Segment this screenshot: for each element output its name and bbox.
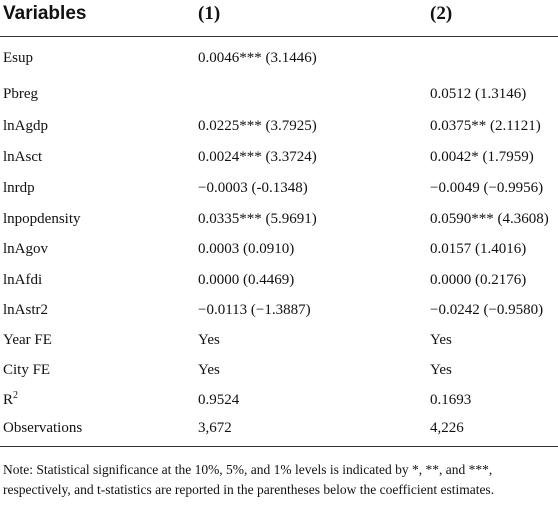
row-col2: 0.0042* (1.7959) xyxy=(430,149,534,165)
row-col1: −0.0113 (−1.3887) xyxy=(198,302,311,318)
row-variable: lnAstr2 xyxy=(3,302,48,318)
row-col2: 0.0157 (1.4016) xyxy=(430,241,527,257)
row-col2: 0.0000 (0.2176) xyxy=(430,272,527,288)
table-row: R2 0.9524 0.1693 xyxy=(0,386,558,414)
table-note: Note: Statistical significance at the 10… xyxy=(3,462,495,497)
row-col1: 0.0335*** (5.9691) xyxy=(198,211,317,227)
row-col1: 0.0024*** (3.3724) xyxy=(198,149,317,165)
r-squared-base: R xyxy=(3,392,14,408)
row-col1: 3,672 xyxy=(198,420,232,436)
row-col2: 0.0512 (1.3146) xyxy=(430,86,527,102)
row-col1: −0.0003 (-0.1348) xyxy=(198,180,308,196)
table-row: Observations 3,672 4,226 xyxy=(0,414,558,442)
row-variable: lnAgov xyxy=(3,241,48,257)
row-variable: Pbreg xyxy=(3,86,38,102)
row-col2: Yes xyxy=(430,362,452,378)
table-row: City FE Yes Yes xyxy=(0,356,558,384)
row-col1: Yes xyxy=(198,332,220,348)
table-row: lnAsct 0.0024*** (3.3724) 0.0042* (1.795… xyxy=(0,143,558,171)
table-row: lnrdp −0.0003 (-0.1348) −0.0049 (−0.9956… xyxy=(0,174,558,202)
row-col2: 0.1693 xyxy=(430,392,472,408)
table-row: lnAgdp 0.0225*** (3.7925) 0.0375** (2.11… xyxy=(0,112,558,140)
table-row: Esup 0.0046*** (3.1446) xyxy=(0,44,558,72)
table-row: Pbreg 0.0512 (1.3146) xyxy=(0,80,558,108)
row-col1: 0.0003 (0.0910) xyxy=(198,241,295,257)
row-col2: Yes xyxy=(430,332,452,348)
row-col1: 0.0225*** (3.7925) xyxy=(198,118,317,134)
row-col2: 0.0590*** (4.3608) xyxy=(430,211,549,227)
table-row: lnAgov 0.0003 (0.0910) 0.0157 (1.4016) xyxy=(0,235,558,263)
table-row: lnAstr2 −0.0113 (−1.3887) −0.0242 (−0.95… xyxy=(0,296,558,324)
header-column-1: (1) xyxy=(198,3,221,24)
r-squared-superscript: 2 xyxy=(13,390,19,401)
table-header: Variables (1) (2) xyxy=(0,0,558,32)
row-variable: Year FE xyxy=(3,332,52,348)
row-variable: lnpopdensity xyxy=(3,211,81,227)
row-col1: 0.0000 (0.4469) xyxy=(198,272,295,288)
row-col1: Yes xyxy=(198,362,220,378)
row-variable: Observations xyxy=(3,420,83,436)
row-col1: 0.0046*** (3.1446) xyxy=(198,50,317,66)
row-variable: lnAsct xyxy=(3,149,43,165)
row-variable-r-squared: R2 xyxy=(3,386,18,414)
row-col2: 0.0375** (2.1121) xyxy=(430,118,541,134)
row-col2: −0.0242 (−0.9580) xyxy=(430,302,544,318)
header-divider xyxy=(0,36,558,37)
row-variable: lnrdp xyxy=(3,180,35,196)
row-col2: 4,226 xyxy=(430,420,464,436)
row-variable: Esup xyxy=(3,50,33,66)
row-col2: −0.0049 (−0.9956) xyxy=(430,180,544,196)
row-variable: lnAfdi xyxy=(3,272,43,288)
row-col1: 0.9524 xyxy=(198,392,240,408)
header-column-2: (2) xyxy=(430,3,453,24)
row-variable: lnAgdp xyxy=(3,118,48,134)
table-row: lnAfdi 0.0000 (0.4469) 0.0000 (0.2176) xyxy=(0,266,558,294)
table-row: lnpopdensity 0.0335*** (5.9691) 0.0590**… xyxy=(0,205,558,233)
table-row: Year FE Yes Yes xyxy=(0,326,558,354)
header-variables: Variables xyxy=(3,3,87,24)
row-variable: City FE xyxy=(3,362,51,378)
table-bottom-divider xyxy=(0,446,558,447)
